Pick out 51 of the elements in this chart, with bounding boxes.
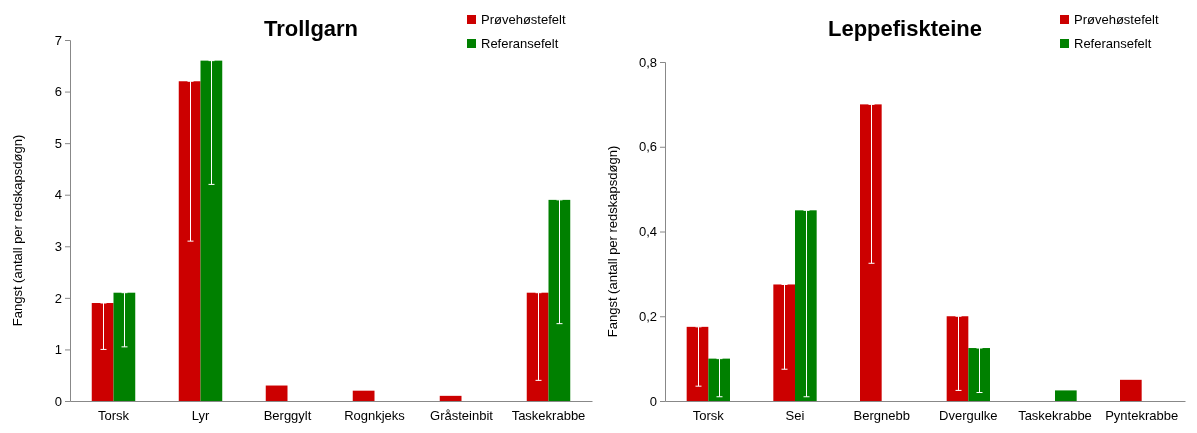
bar: [1055, 390, 1077, 401]
bar: [178, 81, 201, 401]
y-tick-label: 0,8: [638, 54, 657, 70]
x-tick-label: Pyntekrabbe: [1105, 408, 1179, 424]
bar: [200, 60, 223, 401]
chart-title: Trollgarn: [263, 16, 359, 41]
x-tick-label: Sei: [785, 408, 805, 424]
x-tick-label: Dvergulke: [939, 408, 998, 424]
y-tick-label: 5: [54, 135, 62, 151]
x-tick-label: Torsk: [692, 408, 725, 424]
x-tick-label: Torsk: [97, 408, 130, 424]
bar: [860, 104, 882, 401]
legend-label: Referansefelt: [1074, 36, 1152, 51]
x-tick-label: Taskekrabbe: [511, 408, 586, 424]
y-tick-label: 0: [649, 393, 657, 409]
x-tick-label: Lyr: [191, 408, 210, 424]
y-tick-label: 0,6: [638, 139, 657, 155]
bar: [439, 395, 462, 401]
y-tick-label: 2: [54, 290, 62, 306]
bar: [352, 390, 375, 401]
bar: [708, 358, 730, 401]
bar: [946, 316, 969, 401]
bar: [113, 292, 136, 401]
bar: [686, 326, 709, 401]
bar: [91, 303, 114, 401]
y-tick-label: 0: [54, 393, 62, 409]
x-tick-label: Berggylt: [263, 408, 312, 424]
legend-label: Prøvehøstefelt: [1074, 12, 1159, 27]
legend-label: Referansefelt: [481, 36, 559, 51]
bar: [526, 292, 549, 401]
legend-label: Prøvehøstefelt: [481, 12, 566, 27]
bar: [265, 385, 288, 401]
y-tick-label: 1: [54, 342, 62, 358]
chart-title: Leppefiskteine: [827, 16, 983, 41]
y-tick-label: 3: [54, 238, 62, 254]
bar: [1120, 379, 1142, 401]
x-tick-label: Bergnebb: [853, 408, 910, 424]
y-tick-label: 0,4: [638, 224, 657, 240]
x-tick-label: Taskekrabbe: [1018, 408, 1092, 424]
y-tick-label: 0,2: [638, 308, 657, 324]
y-tick-label: 6: [54, 84, 62, 100]
bar: [773, 284, 795, 401]
y-axis-title: Fangst (antall per redskapsdøgn): [605, 145, 620, 338]
bar: [968, 348, 990, 401]
y-tick-label: 4: [54, 187, 62, 203]
x-tick-label: Rognkjeks: [344, 408, 406, 424]
bar: [795, 210, 817, 401]
y-tick-label: 7: [54, 32, 62, 48]
y-axis-title: Fangst (antall per redskapsdøgn): [10, 134, 25, 327]
x-tick-label: Gråsteinbit: [430, 408, 494, 424]
bar: [548, 199, 571, 401]
